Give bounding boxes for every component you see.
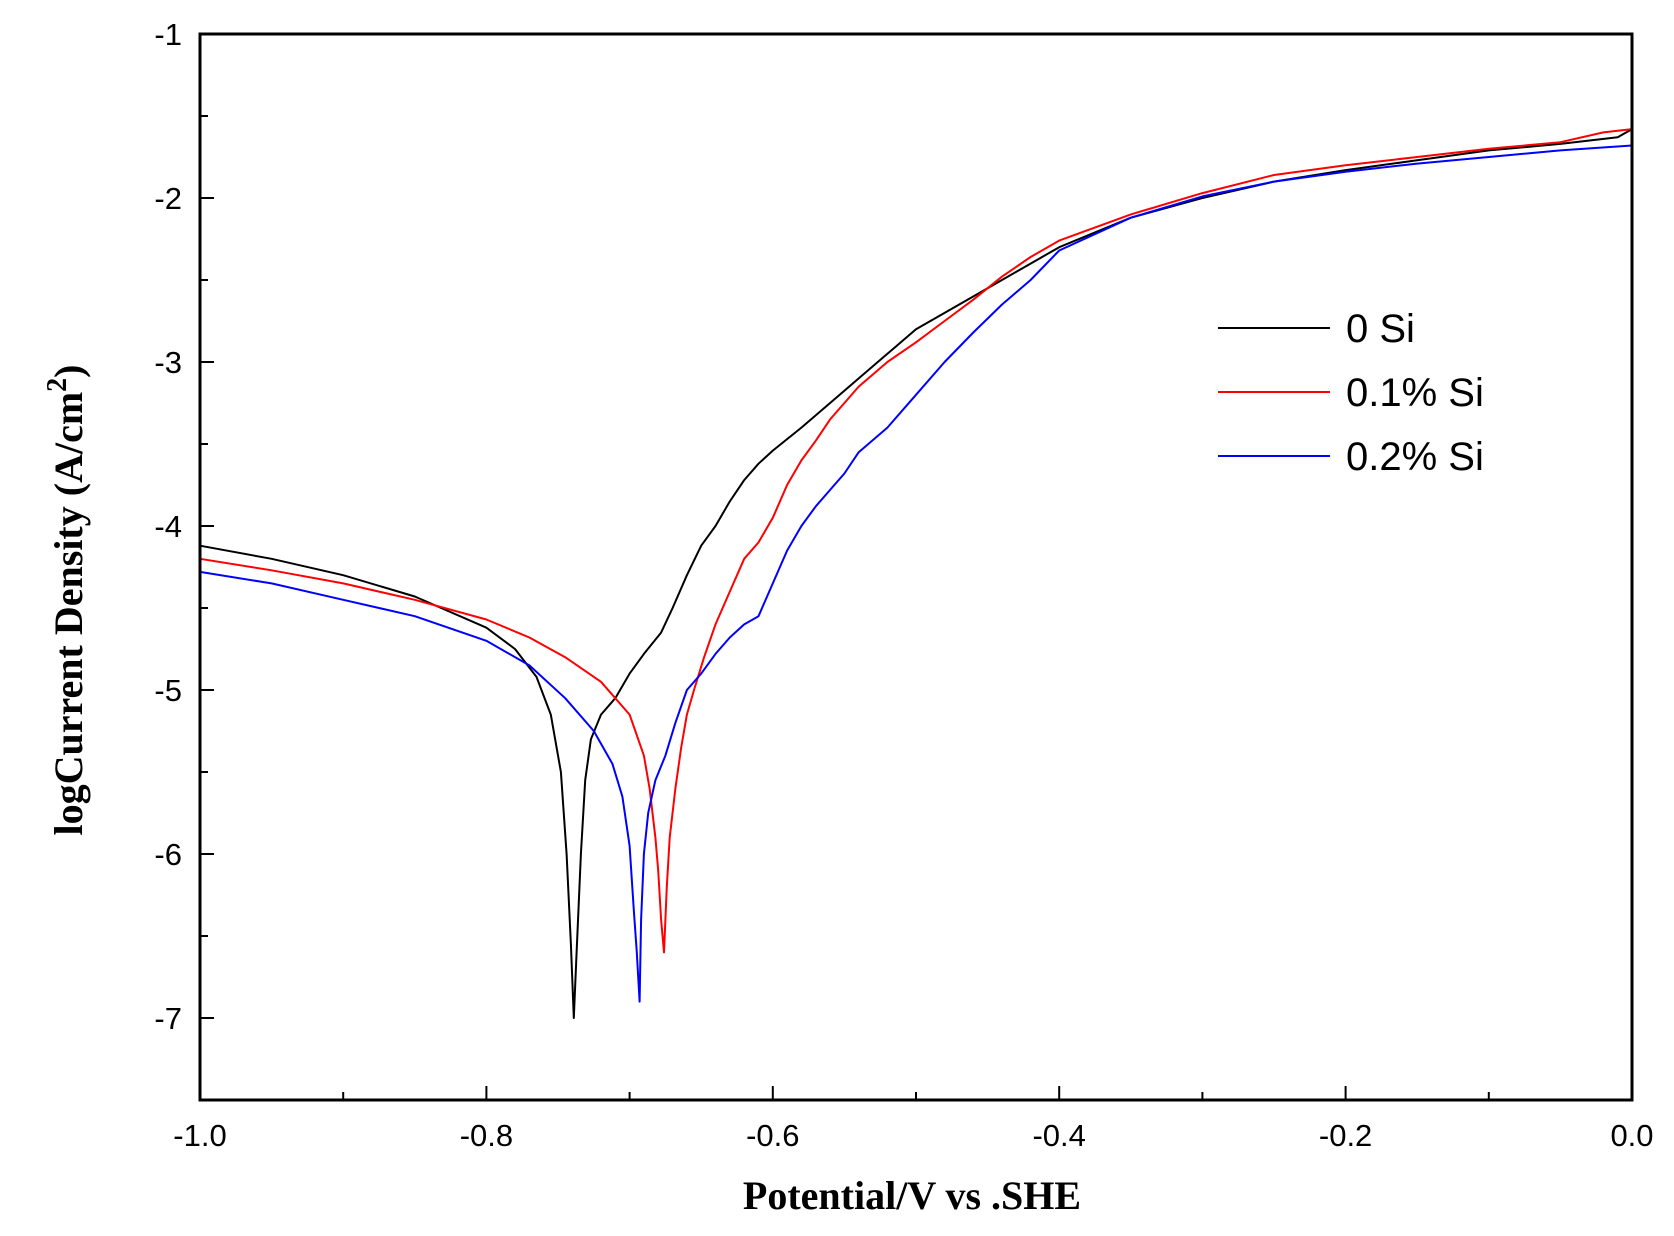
y-tick-label: -1 <box>154 17 182 52</box>
ticks-layer <box>199 33 1633 1101</box>
legend-label-2: 0.1% Si <box>1346 371 1484 415</box>
y-tick-label: -4 <box>154 509 182 544</box>
y-axis-title: logCurrent Density (A/cm2) <box>42 365 91 836</box>
y-tick-label: -7 <box>154 1001 182 1036</box>
x-tick-label: 0.0 <box>1610 1118 1653 1153</box>
y-axis-title-main: logCurrent Density (A/cm <box>46 392 91 836</box>
legend-label-1: 0 Si <box>1346 307 1415 351</box>
y-axis-title-superscript: 2 <box>42 378 73 392</box>
x-tick-label: -1.0 <box>173 1118 226 1153</box>
y-tick-label: -6 <box>154 837 182 872</box>
x-tick-label: -0.4 <box>1032 1118 1085 1153</box>
y-axis-title-close: ) <box>46 365 91 378</box>
legend-label-3: 0.2% Si <box>1346 435 1484 479</box>
x-axis-title: Potential/V vs .SHE <box>743 1173 1081 1218</box>
series-layer <box>199 128 1633 1019</box>
x-tick-label: -0.2 <box>1319 1118 1372 1153</box>
y-tick-label: -2 <box>154 181 182 216</box>
x-tick-label: -0.6 <box>746 1118 799 1153</box>
x-tick-label: -0.8 <box>460 1118 513 1153</box>
legend: 0 Si 0.1% Si 0.2% Si <box>1218 307 1484 479</box>
series-line-2 <box>199 128 1633 954</box>
tick-labels-layer: -1.0 -0.8 -0.6 -0.4 -0.2 0.0 -1 -2 -3 -4 -5 -6 -7 <box>154 17 1653 1153</box>
y-tick-label: -5 <box>154 673 182 708</box>
y-tick-label: -3 <box>154 345 182 380</box>
series-line-3 <box>199 144 1633 1003</box>
